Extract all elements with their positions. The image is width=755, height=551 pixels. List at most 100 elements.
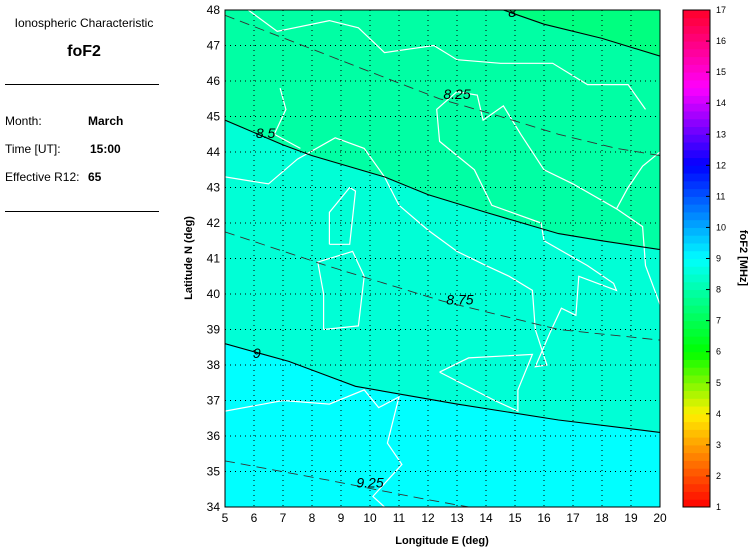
colorbar-swatch [683, 483, 710, 492]
coastline [615, 151, 660, 210]
y-tick-label: 38 [207, 358, 221, 372]
colorbar-tick-label: 10 [716, 222, 726, 232]
colorbar-tick-label: 17 [716, 5, 726, 15]
colorbar-swatch [683, 468, 710, 477]
colorbar-swatch [683, 211, 710, 221]
colorbar-swatch [683, 312, 710, 322]
contour-label: 9.25 [356, 474, 383, 490]
coastline [273, 87, 301, 149]
colorbar-swatch [683, 41, 710, 50]
y-tick-label: 40 [207, 287, 221, 301]
colorbar-swatch [683, 367, 710, 376]
plot-frame [224, 9, 661, 508]
characteristic-title: foF2 [67, 43, 101, 60]
colorbar-label: foF2 [MHz] [737, 230, 749, 287]
contour-line-8.75 [225, 231, 660, 341]
colorbar-swatch [683, 48, 710, 58]
x-tick-label: 18 [595, 511, 609, 525]
heading: Ionospheric Characteristic [14, 16, 154, 30]
colorbar-tick-label: 11 [716, 191, 725, 201]
x-tick-label: 15 [508, 511, 522, 525]
colorbar-swatch [683, 242, 710, 252]
colorbar-swatch [683, 126, 710, 135]
x-tick-label: 8 [309, 511, 316, 525]
colorbar-swatch [683, 110, 710, 120]
colorbar-swatch [683, 64, 710, 73]
colorbar-swatch [683, 118, 710, 127]
colorbar-swatch [683, 351, 710, 360]
y-tick-label: 35 [207, 465, 221, 479]
time-value: 15:00 [90, 142, 121, 156]
x-tick-label: 5 [222, 511, 229, 525]
y-axis-label: Latitude N (deg) [183, 216, 195, 300]
colorbar-swatch [683, 227, 710, 236]
x-tick-label: 17 [566, 511, 580, 525]
y-tick-label: 47 [207, 39, 221, 53]
contour-label: 8.75 [446, 292, 473, 308]
contour-line-9 [225, 343, 660, 433]
contour-label: 8.25 [443, 86, 470, 102]
contour-line-9.25 [225, 460, 469, 507]
colorbar-swatch [683, 204, 710, 213]
colorbar-tick-label: 3 [716, 440, 721, 450]
x-tick-label: 10 [363, 511, 377, 525]
coastline [317, 250, 365, 331]
colorbar-swatch [683, 413, 710, 423]
divider [5, 211, 159, 212]
contour-lines: 8 8.25 8.5 8.75 9 9.25 [225, 10, 660, 507]
x-tick-label: 20 [653, 511, 667, 525]
y-tick-label: 41 [207, 252, 221, 266]
coastline [225, 389, 403, 507]
colorbar-swatch [683, 398, 710, 407]
y-tick-label: 43 [207, 181, 221, 195]
colorbar-swatch [683, 406, 710, 415]
x-tick-label: 13 [450, 511, 464, 525]
colorbar-swatch [683, 328, 710, 337]
colorbar-tick-label: 15 [716, 67, 726, 77]
y-tick-label: 45 [207, 110, 221, 124]
colorbar-swatch [683, 437, 710, 446]
colorbar-swatch [683, 10, 710, 19]
r12-label: Effective R12: [5, 170, 80, 184]
contour-line-8 [503, 10, 660, 57]
x-tick-label: 16 [537, 511, 551, 525]
colorbar-swatch [683, 444, 710, 454]
x-tick-label: 14 [479, 511, 493, 525]
coastline [225, 90, 660, 368]
colorbar-tick-label: 16 [716, 36, 726, 46]
contour-label: 8.5 [256, 125, 276, 141]
colorbar-swatch [683, 188, 710, 197]
colorbar-swatch [683, 460, 710, 469]
coastline [328, 186, 357, 245]
colorbar-swatch [683, 87, 710, 96]
colorbar-swatch [683, 79, 710, 89]
colorbar-swatch [683, 320, 710, 329]
r12-value: 65 [88, 170, 102, 184]
x-tick-label: 7 [280, 511, 287, 525]
colorbar-tick-label: 13 [716, 129, 726, 139]
colorbar-swatch [683, 219, 710, 228]
colorbar-swatch [683, 289, 710, 298]
colorbar-tick-label: 6 [716, 347, 721, 357]
month-label: Month: [5, 114, 42, 128]
colorbar-tick-label: 5 [716, 378, 721, 388]
colorbar-swatch [683, 382, 710, 392]
y-tick-label: 39 [207, 323, 221, 337]
contour-label: 9 [253, 345, 261, 361]
colorbar-swatch [683, 165, 710, 174]
colorbar-swatch [683, 196, 710, 205]
y-tick-label: 42 [207, 216, 221, 230]
y-tick-label: 37 [207, 394, 221, 408]
colorbar-swatch [683, 95, 710, 104]
colorbar-swatch [683, 149, 710, 159]
colorbar-swatch [683, 17, 710, 27]
y-tick-label: 48 [207, 3, 221, 17]
coastline [247, 10, 646, 110]
colorbar-tick-label: 14 [716, 98, 726, 108]
contour-fills [225, 10, 660, 507]
colorbar-swatch [683, 25, 710, 34]
colorbar-swatch [683, 56, 710, 65]
y-tick-label: 44 [207, 145, 221, 159]
